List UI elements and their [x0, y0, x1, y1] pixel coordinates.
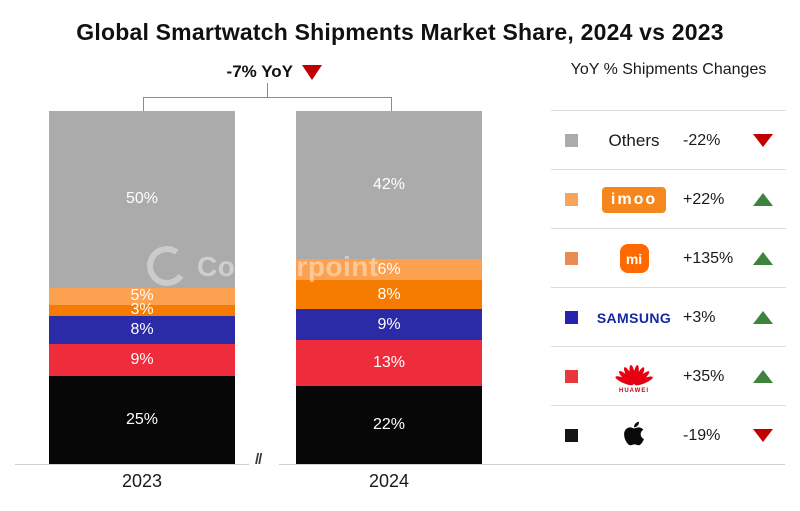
trend-up-triangle-icon [753, 252, 773, 265]
legend-row-samsung: SAMSUNG +3% [551, 287, 786, 346]
segment-value-label: 42% [372, 176, 406, 194]
legend-swatch-huawei [565, 370, 578, 383]
legend-yoy-value: -22% [683, 131, 721, 149]
segment-samsung-2024: 9% [296, 308, 482, 341]
trend-up-triangle-icon [753, 311, 773, 324]
segment-value-label: 25% [125, 410, 159, 428]
apple-logo-icon [623, 420, 645, 452]
segment-value-label: 6% [377, 260, 401, 278]
legend-swatch-xiaomi [565, 252, 578, 265]
trend-up-triangle-icon [753, 193, 773, 206]
stacked-bar-2024: 42% 6% 8% 9% 13% 22% [296, 111, 482, 464]
segment-imoo-2023: 5% [49, 287, 235, 306]
segment-value-label: 8% [377, 285, 401, 303]
legend-row-imoo: imoo +22% [551, 169, 786, 228]
others-label: Others [608, 130, 660, 150]
axis-break-symbol: // [255, 451, 262, 468]
category-label-2024: 2024 [368, 471, 410, 491]
segment-others-2024: 42% [296, 111, 482, 260]
segment-samsung-2023: 8% [49, 315, 235, 344]
samsung-logo: SAMSUNG [596, 309, 672, 326]
bracket-left-drop [143, 97, 144, 111]
legend-swatch-imoo [565, 193, 578, 206]
segment-xiaomi-2023: 3% [49, 301, 235, 318]
trend-down-triangle-icon [753, 429, 773, 442]
legend-swatch-others [565, 134, 578, 147]
legend-header: YoY % Shipments Changes [570, 61, 767, 78]
bracket-horizontal [143, 97, 392, 98]
trend-down-triangle-icon [753, 134, 773, 147]
xiaomi-mi-logo-icon: mi [619, 244, 649, 273]
legend-row-huawei: HUAWEI +35% [551, 346, 786, 405]
legend-swatch-apple [565, 429, 578, 442]
segment-value-label: 8% [130, 320, 154, 338]
segment-huawei-2023: 9% [49, 343, 235, 376]
segment-value-label: 50% [125, 190, 159, 208]
segment-value-label: 3% [130, 301, 154, 319]
legend-logo-cell: Others [591, 111, 677, 170]
segment-xiaomi-2024: 8% [296, 280, 482, 309]
segment-value-label: 9% [130, 350, 154, 368]
legend-row-apple: -19% [551, 405, 786, 464]
legend-row-others: Others -22% [551, 110, 786, 169]
watermark-text: Counterpoint [197, 251, 379, 282]
trend-up-triangle-icon [753, 370, 773, 383]
legend-yoy-value: +135% [683, 249, 734, 267]
legend-logo-cell: HUAWEI [591, 347, 677, 406]
total-yoy-label: -7% YoY [226, 62, 293, 81]
legend-swatch-samsung [565, 311, 578, 324]
legend-yoy-value: +35% [683, 367, 725, 385]
segment-imoo-2024: 6% [296, 259, 482, 281]
bracket-stem [267, 83, 268, 98]
segment-apple-2024: 22% [296, 386, 482, 464]
legend-logo-cell: imoo [591, 170, 677, 229]
legend-logo-cell [591, 406, 677, 465]
yoy-down-triangle-icon [302, 65, 322, 80]
segment-others-2023: 50% [49, 111, 235, 288]
legend-panel: Others -22% imoo +22% mi +135% SAMSUNG +3% HUAWE… [551, 110, 786, 464]
legend-yoy-value: +3% [683, 308, 716, 326]
stacked-bar-2023: 50% 5% 3% 8% 9% 25% [49, 111, 235, 464]
baseline-axis [15, 464, 785, 465]
imoo-logo-icon: imoo [602, 186, 666, 213]
segment-value-label: 13% [372, 354, 406, 372]
legend-row-xiaomi: mi +135% [551, 228, 786, 287]
legend-logo-cell: SAMSUNG [591, 288, 677, 347]
bracket-right-drop [391, 97, 392, 111]
legend-logo-cell: mi [591, 229, 677, 288]
chart-title: Global Smartwatch Shipments Market Share… [76, 19, 724, 45]
axis-break-mask [249, 458, 279, 471]
segment-apple-2023: 25% [49, 375, 235, 464]
segment-value-label: 22% [372, 416, 406, 434]
segment-value-label: 5% [130, 287, 154, 305]
segment-huawei-2024: 13% [296, 340, 482, 387]
segment-value-label: 9% [377, 315, 401, 333]
huawei-logo-icon: HUAWEI [614, 360, 654, 394]
legend-yoy-value: +22% [683, 190, 725, 208]
category-label-2023: 2023 [121, 471, 163, 491]
legend-yoy-value: -19% [683, 426, 721, 444]
